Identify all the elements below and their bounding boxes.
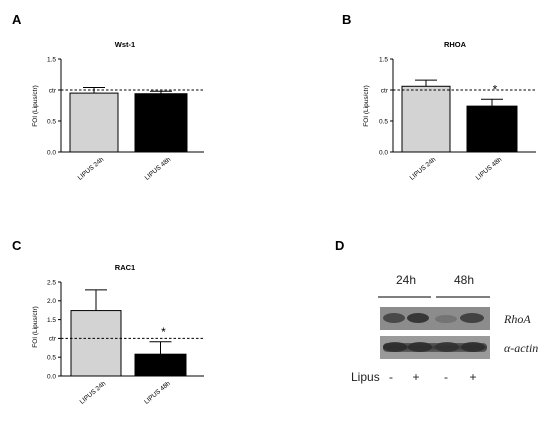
- bar: [69, 92, 119, 153]
- blot-strip-alpha-actin: [380, 336, 490, 359]
- y-tick-label: 0.0: [379, 149, 388, 156]
- y-tick-label: 0.5: [47, 118, 56, 125]
- category-label: LIPUS 24h: [409, 156, 438, 182]
- western-blot-panel: D 24h 48h RhoA: [335, 238, 538, 384]
- chart-panel-c: C RAC1 FOI (Lipus/ctr) 0.0 0.5 ctr 1.5 2.0 2.…: [12, 238, 204, 406]
- y-tick-label: 2.0: [47, 298, 56, 305]
- panel-letter: B: [342, 12, 351, 27]
- blot-strip-rhoa: [380, 307, 490, 330]
- y-tick-label: 1.5: [47, 56, 56, 63]
- category-label: LIPUS 24h: [77, 156, 106, 182]
- y-tick-label: ctr: [381, 87, 389, 94]
- y-tick-label: ctr: [49, 336, 57, 343]
- y-tick-label: 0.5: [379, 118, 388, 125]
- lane-sign: +: [469, 370, 476, 384]
- bar: [466, 105, 518, 153]
- significance-marker: *: [161, 325, 166, 339]
- y-tick-label: 1.5: [47, 317, 56, 324]
- blot-row-label-alpha-actin: α-actin: [504, 341, 538, 355]
- significance-marker: *: [493, 82, 498, 96]
- panel-letter: C: [12, 238, 22, 253]
- chart-panel-b: B RHOA FOI (Lipus/ctr) 0.0 0.5 ctr 1.5 LIPUS…: [342, 12, 536, 182]
- bar: [134, 93, 188, 153]
- y-axis-label: FOI (Lipus/ctr): [32, 306, 39, 348]
- bar: [401, 85, 451, 153]
- chart-title: RHOA: [444, 40, 467, 49]
- blot-time-label-24h: 24h: [396, 273, 416, 287]
- y-tick-label: 2.5: [47, 279, 56, 286]
- category-label: LIPUS 48h: [475, 156, 504, 182]
- blot-time-label-48h: 48h: [454, 273, 474, 287]
- y-tick-label: 0.5: [47, 355, 56, 362]
- y-tick-label: ctr: [49, 87, 57, 94]
- blot-row-label-rhoa: RhoA: [503, 312, 531, 326]
- category-label: LIPUS 48h: [143, 380, 172, 406]
- category-label: LIPUS 24h: [79, 380, 108, 406]
- chart-title: RAC1: [115, 263, 135, 272]
- panel-letter: D: [335, 238, 344, 253]
- chart-title: Wst-1: [115, 40, 135, 49]
- panel-letter: A: [12, 12, 22, 27]
- y-tick-label: 1.5: [379, 56, 388, 63]
- y-tick-label: 0.0: [47, 373, 56, 380]
- chart-panel-a: A Wst-1 FOI (Lipus/ctr) 0.0 0.5 ctr 1.5 LIPU…: [12, 12, 204, 182]
- lane-sign: -: [444, 370, 448, 384]
- bar: [70, 310, 122, 377]
- lane-sign: -: [389, 370, 393, 384]
- blot-lipus-label: Lipus: [351, 370, 380, 384]
- lane-sign: +: [412, 370, 419, 384]
- y-axis-label: FOI (Lipus/ctr): [32, 85, 39, 127]
- y-tick-label: 0.0: [47, 149, 56, 156]
- y-axis-label: FOI (Lipus/ctr): [363, 85, 370, 127]
- bar: [134, 353, 187, 377]
- category-label: LIPUS 48h: [144, 156, 173, 182]
